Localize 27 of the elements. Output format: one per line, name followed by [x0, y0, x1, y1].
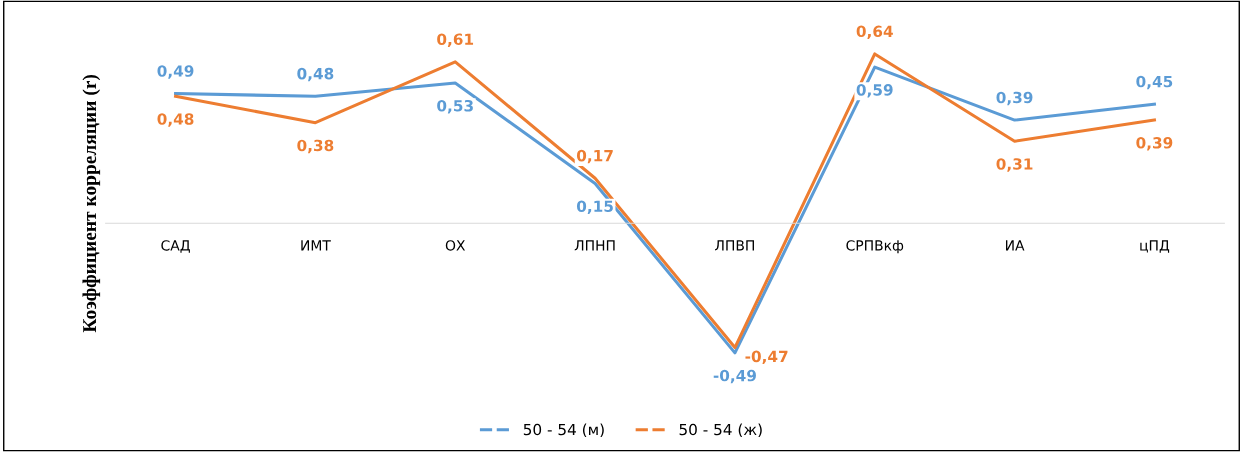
- x-tick-label: ЛПВП: [715, 240, 754, 251]
- data-label: 0,31: [996, 158, 1033, 172]
- data-label: 0,48: [157, 113, 194, 127]
- data-label: 0,49: [157, 65, 194, 79]
- data-label: 0,15: [576, 200, 613, 215]
- data-label: 0,17: [576, 149, 613, 164]
- x-tick-label: ЛПНП: [574, 240, 615, 251]
- data-label: 0,48: [297, 67, 334, 82]
- data-label: 0,61: [437, 33, 474, 47]
- data-label: -0,49: [713, 369, 756, 384]
- data-label: -0,47: [745, 350, 788, 365]
- data-label: 0,38: [297, 139, 334, 154]
- data-label: 0,39: [996, 91, 1033, 106]
- x-tick-label: ИА: [1006, 240, 1025, 251]
- x-tick-label: цПД: [1140, 240, 1170, 253]
- data-label: 0,53: [437, 99, 473, 114]
- x-tick-label: СРПВкф: [846, 240, 904, 254]
- y-axis-title: Коэффициент корреляции (r): [82, 75, 101, 333]
- data-label: 0,64: [856, 25, 893, 40]
- data-label: 0,59: [856, 84, 893, 98]
- x-tick-label: САД: [161, 240, 190, 253]
- legend-label: 50 - 54 (м): [523, 423, 604, 438]
- x-tick-label: ОХ: [445, 240, 466, 251]
- data-label: 0,45: [1136, 75, 1173, 90]
- legend-label: 50 - 54 (ж): [679, 423, 762, 438]
- data-label: 0,39: [1136, 137, 1173, 151]
- x-tick-label: ИМТ: [301, 240, 331, 251]
